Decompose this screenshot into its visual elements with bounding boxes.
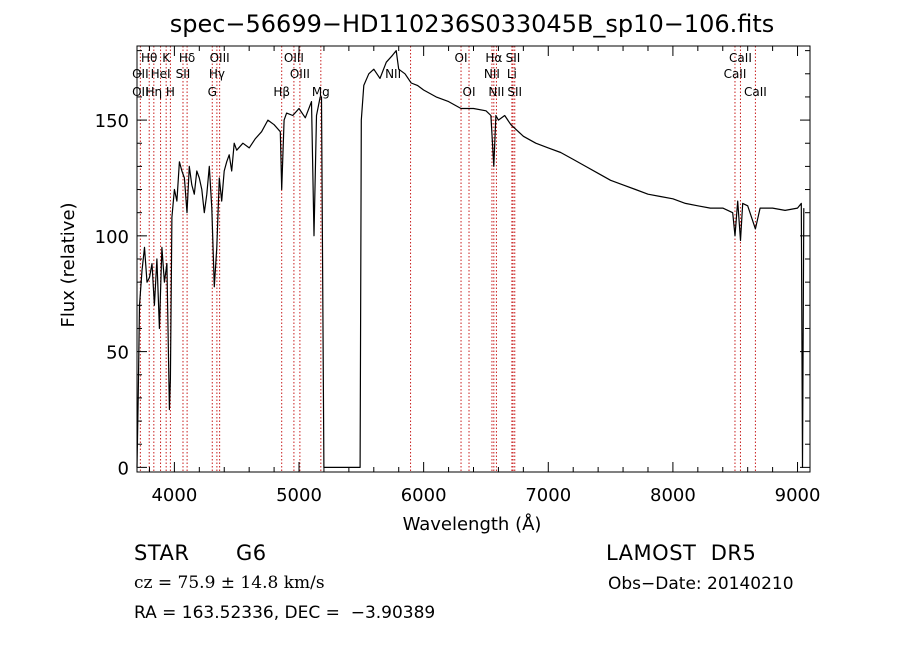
survey-name: LAMOST DR5 [606, 541, 757, 565]
line-label-14: NII [385, 67, 401, 81]
line-label-23: Mg [312, 85, 330, 99]
x-tick-label-7000: 7000 [525, 485, 571, 506]
line-label-7: SII [506, 51, 521, 65]
x-tick-label-4000: 4000 [151, 485, 197, 506]
y-tick-label-0: 0 [118, 458, 129, 479]
x-tick-label-8000: 8000 [650, 485, 696, 506]
y-axis-label: Flux (relative) [58, 202, 79, 327]
line-label-20: H [166, 85, 175, 99]
y-tick-label-100: 100 [95, 227, 129, 248]
line-label-4: OIII [284, 51, 304, 65]
line-label-6: Hα [485, 51, 502, 65]
line-label-22: Hβ [273, 85, 290, 99]
line-label-15: NII [484, 67, 500, 81]
line-label-1: K [162, 51, 171, 65]
line-label-10: HeI [151, 67, 171, 81]
line-label-3: OIII [210, 51, 230, 65]
line-label-21: G [208, 85, 217, 99]
line-label-16: Li [507, 67, 517, 81]
chart-title: spec−56699−HD110236S033045B_sp10−106.fit… [170, 10, 775, 38]
line-label-24: OI [463, 85, 476, 99]
x-tick-label-5000: 5000 [276, 485, 322, 506]
line-label-18: OII [132, 85, 149, 99]
line-label-13: OIII [290, 67, 310, 81]
line-label-27: CaII [744, 85, 767, 99]
observation-date: Obs−Date: 20140210 [608, 574, 794, 594]
line-label-2: Hδ [179, 51, 195, 65]
y-tick-label-50: 50 [106, 343, 129, 364]
line-label-17: CaII [724, 67, 747, 81]
plot-area: 4000 5000 6000 7000 8000 9000 0 50 100 150 Hθ K Hδ OI… [95, 45, 821, 506]
x-tick-label-9000: 9000 [775, 485, 821, 506]
line-label-19: Hη [146, 85, 163, 99]
line-label-25: NII [488, 85, 504, 99]
sky-coordinates: RA = 163.52336, DEC = −3.90389 [134, 603, 436, 623]
spectral-subclass: G6 [236, 541, 267, 565]
plot-frame [136, 45, 811, 473]
spectrum-line [136, 50, 805, 468]
line-label-11: SII [176, 67, 191, 81]
line-label-12: Hγ [209, 67, 225, 81]
line-label-8: CaII [729, 51, 752, 65]
line-label-9: OII [132, 67, 149, 81]
y-tick-label-150: 150 [95, 111, 129, 132]
x-axis-label: Wavelength (Å) [403, 513, 542, 535]
x-tick-label-6000: 6000 [401, 485, 447, 506]
line-label-26: SII [507, 85, 522, 99]
line-label-0: Hθ [141, 51, 157, 65]
redshift-velocity: cz = 75.9 ± 14.8 km/s [134, 573, 325, 593]
line-label-5: OI [455, 51, 468, 65]
object-class: STAR [134, 541, 190, 565]
